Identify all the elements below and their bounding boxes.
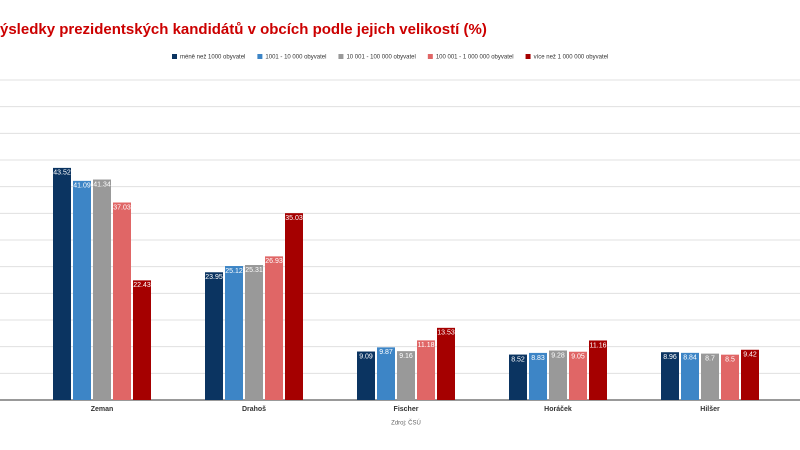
- bar: [701, 353, 719, 400]
- value-label: 9.42: [743, 352, 757, 359]
- value-label: 11.18: [418, 342, 435, 349]
- value-label: 37.03: [113, 204, 131, 211]
- value-label: 8.96: [663, 354, 677, 361]
- value-label: 9.16: [399, 353, 413, 360]
- source: Zdroj: ČSÚ: [391, 420, 421, 427]
- bar: [357, 351, 375, 400]
- bar: [681, 352, 699, 400]
- value-label: 26.93: [265, 258, 283, 265]
- legend-label: více než 1 000 000 obyvatel: [534, 55, 609, 61]
- bar: [661, 352, 679, 400]
- bar: [569, 351, 587, 400]
- bar: [741, 349, 759, 400]
- value-label: 43.52: [53, 170, 71, 177]
- value-label: 23.95: [205, 274, 223, 281]
- bar: [245, 265, 263, 400]
- value-label: 9.87: [379, 349, 393, 356]
- bar: [113, 202, 131, 400]
- legend-label: méně než 1000 obyvatel: [180, 55, 245, 61]
- bar: [417, 340, 435, 400]
- bar: [225, 266, 243, 400]
- value-label: 25.12: [225, 268, 243, 275]
- legend-label: 10 001 - 100 000 obyvatel: [346, 55, 415, 61]
- x-tick-label: Hilšer: [700, 406, 720, 413]
- bar: [437, 327, 455, 400]
- value-label: 11.16: [590, 342, 607, 349]
- bar: [53, 167, 71, 400]
- bar: [377, 347, 395, 400]
- bar: [397, 351, 415, 400]
- value-label: 8.7: [705, 355, 715, 362]
- x-tick-label: Drahoš: [242, 406, 266, 413]
- value-label: 41.09: [73, 183, 91, 190]
- bar: [721, 354, 739, 400]
- value-label: 9.09: [359, 353, 373, 360]
- value-label: 8.5: [725, 357, 735, 364]
- value-label: 25.31: [245, 267, 263, 274]
- legend-swatch: [172, 54, 177, 59]
- legend-label: 1001 - 10 000 obyvatel: [265, 55, 326, 61]
- x-tick-label: Fischer: [394, 406, 419, 413]
- bar: [285, 213, 303, 400]
- value-label: 8.52: [511, 356, 525, 363]
- bar: [133, 280, 151, 400]
- legend-swatch: [525, 54, 531, 59]
- value-label: 41.34: [93, 181, 111, 188]
- bar: [265, 256, 283, 400]
- value-label: 35.03: [285, 215, 303, 222]
- legend-label: 100 001 - 1 000 000 obyvatel: [436, 55, 514, 61]
- x-tick-label: Zeman: [91, 406, 114, 413]
- bar: [529, 352, 547, 400]
- bar: [509, 354, 527, 400]
- value-label: 8.83: [531, 355, 545, 362]
- x-tick-label: Horáček: [544, 406, 572, 413]
- bar: [589, 340, 607, 400]
- value-label: 13.53: [437, 330, 455, 337]
- chart-title: ýsledky prezidentských kandidátů v obcíc…: [0, 21, 487, 38]
- legend-swatch: [338, 54, 344, 59]
- bar: [205, 272, 223, 400]
- value-label: 22.43: [133, 282, 151, 289]
- bar: [549, 350, 567, 400]
- value-label: 9.28: [551, 352, 565, 359]
- bar: [93, 179, 111, 400]
- value-label: 8.84: [683, 355, 697, 362]
- bar: [73, 180, 91, 400]
- value-label: 9.05: [571, 354, 585, 361]
- legend-swatch: [257, 54, 263, 59]
- legend-swatch: [427, 54, 433, 59]
